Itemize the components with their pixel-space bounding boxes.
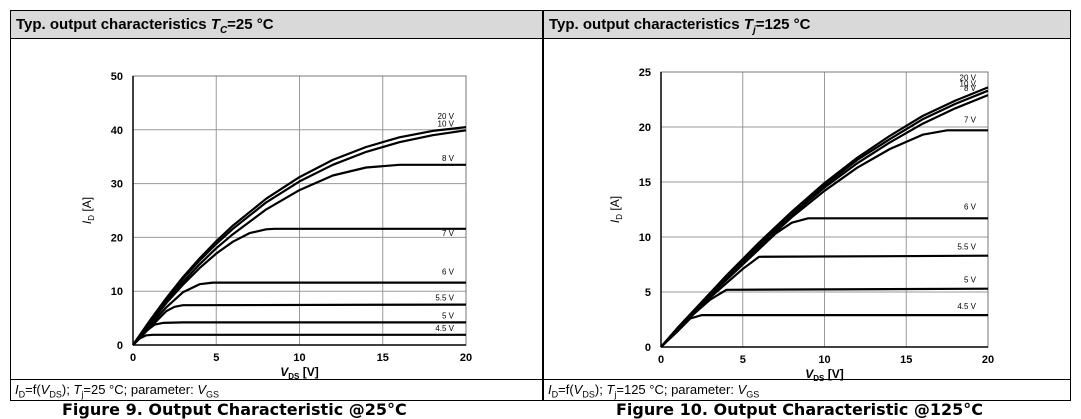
y-tick-label: 5 xyxy=(645,287,651,299)
series-line-10V xyxy=(132,129,467,346)
series-line-45V xyxy=(660,314,988,348)
y-tick-label: 0 xyxy=(117,340,123,352)
y-tick-label: 0 xyxy=(645,342,651,354)
output-characteristics-chart-tc25: 0 5 10 15 20 0 10 20 30 40 50 VDS [V] ID [A] 20 V10 V… xyxy=(80,71,472,381)
x-tick-label: 20 xyxy=(982,354,994,366)
y-tick-label: 50 xyxy=(111,71,123,83)
series-label: 10 V xyxy=(438,119,455,128)
y-tick-label: 10 xyxy=(111,286,123,298)
series-label: 20 V xyxy=(438,112,455,121)
series-label: 5 V xyxy=(964,276,977,285)
y-tick-label: 40 xyxy=(111,125,123,137)
figure-caption-10: Figure 10. Output Characteristic @125°C xyxy=(616,400,984,419)
x-tick-label: 10 xyxy=(293,352,305,364)
chart-panel-tc25: Typ. output characteristics TC=25 °C 0 5 1… xyxy=(10,10,543,401)
series-label: 7 V xyxy=(964,115,977,124)
y-axis-label: ID [A] xyxy=(608,196,624,223)
series-line-5V xyxy=(132,321,466,346)
y-tick-label: 25 xyxy=(639,67,651,79)
series-label: 7 V xyxy=(442,229,455,238)
series-label: 8 V xyxy=(442,154,455,163)
series-line-7V xyxy=(132,227,466,346)
series-label: 10 V xyxy=(960,80,977,89)
y-axis-label: ID [A] xyxy=(80,197,96,224)
x-tick-label: 0 xyxy=(130,352,136,364)
series-label: 6 V xyxy=(442,268,455,277)
x-tick-label: 5 xyxy=(213,352,219,364)
series-line-45V xyxy=(132,333,466,346)
output-characteristics-chart-tj125: 0 5 10 15 20 0 5 10 15 20 25 VDS [V] ID [A] 20 V10 V8… xyxy=(608,67,994,381)
x-tick-label: 15 xyxy=(377,352,389,364)
x-tick-label: 10 xyxy=(818,354,830,366)
series-label: 5.5 V xyxy=(957,243,976,252)
x-axis-label: VDS [V] xyxy=(805,367,843,381)
y-tick-label: 10 xyxy=(639,232,651,244)
series-line-8V xyxy=(132,163,466,346)
x-tick-label: 5 xyxy=(740,354,746,366)
x-tick-label: 20 xyxy=(460,352,472,364)
chart-footnote: ID=f(VDS); Tj=25 °C; parameter: VGS xyxy=(11,379,542,400)
y-tick-label: 30 xyxy=(111,179,123,191)
chart-footnote: ID=f(VDS); Tj=125 °C; parameter: VGS xyxy=(544,379,1070,400)
y-tick-label: 20 xyxy=(639,122,651,134)
x-tick-label: 15 xyxy=(900,354,912,366)
series-label: 8 V xyxy=(964,84,977,93)
x-axis-label: VDS [V] xyxy=(280,365,318,381)
series-label: 6 V xyxy=(964,202,977,211)
chart-title: Typ. output characteristics Tj=125 °C xyxy=(544,11,1070,39)
figure-caption-9: Figure 9. Output Characteristic @25°C xyxy=(62,400,407,419)
chart-title: Typ. output characteristics TC=25 °C xyxy=(11,11,542,39)
series-label: 5.5 V xyxy=(435,294,454,303)
series-label: 4.5 V xyxy=(435,324,454,333)
x-tick-label: 0 xyxy=(658,354,664,366)
chart-panel-tj125: Typ. output characteristics Tj=125 °C 0 5… xyxy=(543,10,1071,401)
series-label: 5 V xyxy=(442,311,455,320)
y-tick-label: 15 xyxy=(639,177,651,189)
series-label: 20 V xyxy=(960,73,977,82)
series-line-6V xyxy=(132,281,466,346)
y-tick-label: 20 xyxy=(111,232,123,244)
series-label: 4.5 V xyxy=(957,302,976,311)
